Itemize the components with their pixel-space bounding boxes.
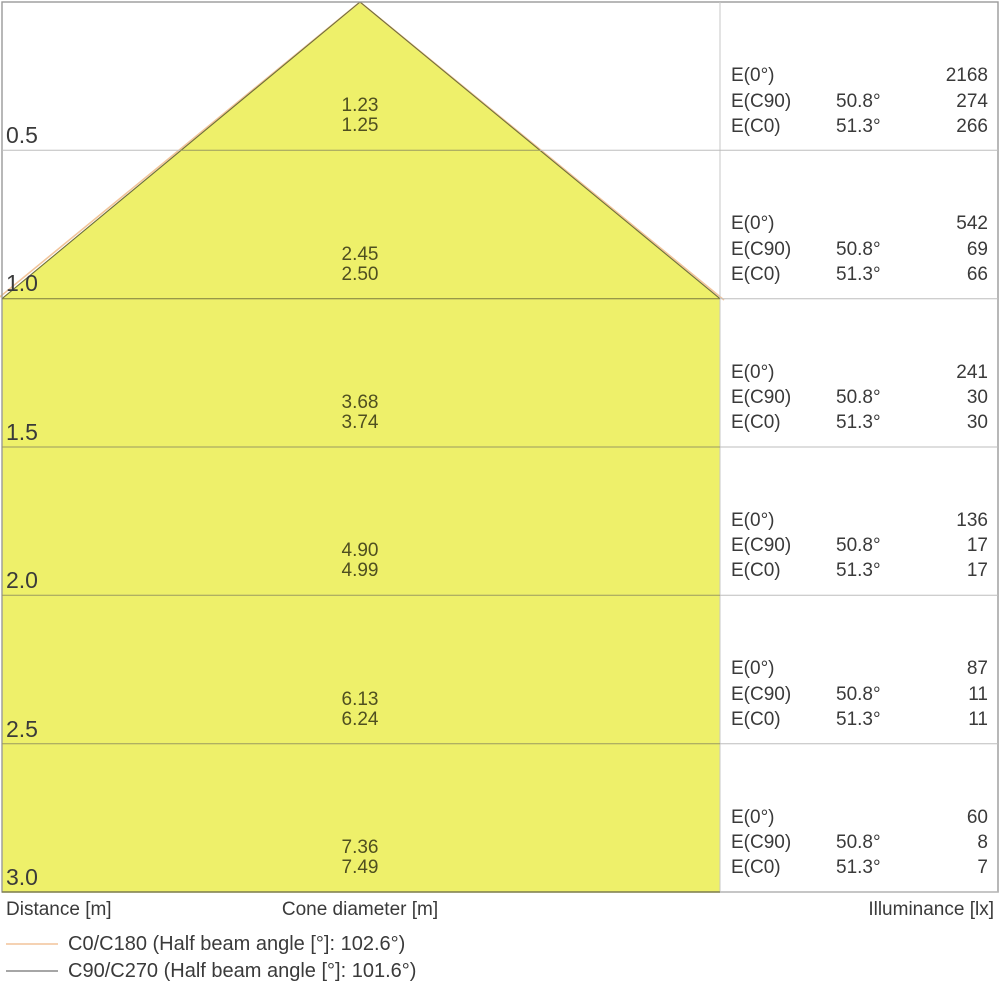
svg-text:E(C90): E(C90) [731, 684, 791, 705]
svg-text:E(0°): E(0°) [731, 807, 775, 828]
svg-text:E(C0): E(C0) [731, 560, 781, 581]
svg-text:4.99: 4.99 [342, 560, 379, 581]
svg-text:E(C0): E(C0) [731, 857, 781, 878]
svg-text:50.8°: 50.8° [836, 91, 881, 112]
svg-text:542: 542 [956, 213, 988, 234]
svg-text:E(C0): E(C0) [731, 264, 781, 285]
svg-text:50.8°: 50.8° [836, 684, 881, 705]
svg-text:E(C0): E(C0) [731, 412, 781, 433]
svg-text:3.68: 3.68 [342, 392, 379, 413]
svg-text:E(C0): E(C0) [731, 709, 781, 730]
svg-text:1.23: 1.23 [342, 95, 379, 116]
svg-text:3.74: 3.74 [342, 412, 379, 433]
svg-text:51.3°: 51.3° [836, 116, 881, 137]
svg-text:E(0°): E(0°) [731, 213, 775, 234]
svg-text:C90/C270 (Half beam angle [°]:: C90/C270 (Half beam angle [°]: 101.6°) [68, 960, 416, 982]
svg-text:2.0: 2.0 [6, 567, 38, 593]
svg-text:50.8°: 50.8° [836, 387, 881, 408]
svg-text:3.0: 3.0 [6, 864, 38, 890]
svg-text:2168: 2168 [946, 65, 988, 86]
svg-text:E(0°): E(0°) [731, 510, 775, 531]
svg-text:2.45: 2.45 [342, 244, 379, 265]
svg-text:E(C90): E(C90) [731, 832, 791, 853]
svg-text:7.36: 7.36 [342, 837, 379, 858]
svg-text:17: 17 [967, 535, 988, 556]
svg-text:87: 87 [967, 658, 988, 679]
svg-text:2.5: 2.5 [6, 716, 38, 742]
svg-text:Cone diameter [m]: Cone diameter [m] [282, 899, 438, 920]
svg-text:2.50: 2.50 [342, 264, 379, 285]
svg-text:66: 66 [967, 264, 988, 285]
svg-text:6.24: 6.24 [342, 709, 379, 730]
svg-text:E(C0): E(C0) [731, 116, 781, 137]
svg-text:7.49: 7.49 [342, 857, 379, 878]
svg-text:241: 241 [956, 362, 988, 383]
svg-text:E(C90): E(C90) [731, 535, 791, 556]
svg-text:51.3°: 51.3° [836, 857, 881, 878]
svg-text:30: 30 [967, 412, 988, 433]
svg-text:30: 30 [967, 387, 988, 408]
svg-text:E(C90): E(C90) [731, 387, 791, 408]
svg-text:E(0°): E(0°) [731, 658, 775, 679]
svg-text:E(0°): E(0°) [731, 65, 775, 86]
svg-text:51.3°: 51.3° [836, 412, 881, 433]
svg-text:7: 7 [977, 857, 988, 878]
svg-text:266: 266 [956, 116, 988, 137]
svg-text:69: 69 [967, 239, 988, 260]
svg-text:8: 8 [977, 832, 988, 853]
svg-text:4.90: 4.90 [342, 540, 379, 561]
svg-text:C0/C180 (Half beam angle [°]:: C0/C180 (Half beam angle [°]: 102.6°) [68, 933, 405, 955]
svg-text:11: 11 [968, 709, 988, 730]
svg-text:1.25: 1.25 [342, 115, 379, 136]
svg-text:60: 60 [967, 807, 988, 828]
svg-text:1.0: 1.0 [6, 270, 38, 296]
svg-text:0.5: 0.5 [6, 122, 38, 148]
svg-text:17: 17 [967, 560, 988, 581]
svg-text:136: 136 [956, 510, 988, 531]
svg-text:Distance [m]: Distance [m] [6, 899, 112, 920]
svg-text:11: 11 [968, 684, 988, 705]
svg-text:51.3°: 51.3° [836, 560, 881, 581]
svg-text:1.5: 1.5 [6, 419, 38, 445]
svg-text:51.3°: 51.3° [836, 264, 881, 285]
svg-text:Illuminance [lx]: Illuminance [lx] [868, 899, 994, 920]
svg-text:50.8°: 50.8° [836, 832, 881, 853]
svg-text:6.13: 6.13 [342, 689, 379, 710]
svg-text:274: 274 [956, 91, 988, 112]
svg-text:50.8°: 50.8° [836, 535, 881, 556]
svg-text:E(C90): E(C90) [731, 91, 791, 112]
svg-text:E(C90): E(C90) [731, 239, 791, 260]
svg-text:51.3°: 51.3° [836, 709, 881, 730]
svg-text:50.8°: 50.8° [836, 239, 881, 260]
svg-text:E(0°): E(0°) [731, 362, 775, 383]
